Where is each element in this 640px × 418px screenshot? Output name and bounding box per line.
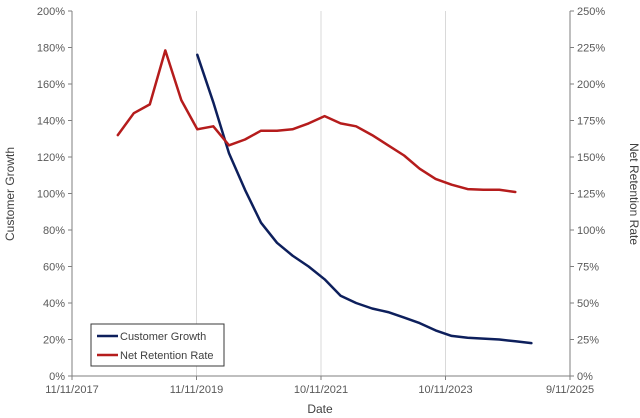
y-tick-label: 140%	[37, 116, 65, 128]
y2-tick-label: 50%	[577, 298, 599, 310]
series-line-customer-growth	[196, 53, 533, 345]
y-axis-title: Customer Growth	[3, 147, 17, 241]
y2-axis-title: Net Retention Rate	[627, 143, 640, 245]
y-tick-label: 40%	[43, 298, 65, 310]
legend-box	[90, 323, 225, 367]
y2-tick-label: 225%	[577, 43, 605, 55]
y2-tick-label: 125%	[577, 189, 605, 201]
y2-tick-label: 250%	[577, 6, 605, 18]
right-axis-ticks: 0% 25% 50% 75% 100% 125% 150% 175% 200% 225% 250%	[570, 6, 605, 383]
y-tick-label: 20%	[43, 335, 65, 347]
y-tick-label: 100%	[37, 189, 65, 201]
y2-tick-label: 0%	[577, 371, 593, 383]
legend: Customer Growth Net Retention Rate	[90, 323, 225, 367]
legend-label-net-retention-rate: Net Retention Rate	[120, 350, 214, 362]
series-line-net-retention-rate	[116, 49, 517, 194]
y-tick-label: 0%	[49, 371, 65, 383]
x-tick-label: 11/11/2019	[170, 384, 223, 396]
y-tick-label: 60%	[43, 262, 65, 274]
y2-tick-label: 75%	[577, 262, 599, 274]
x-axis-title: Date	[307, 402, 333, 416]
y-tick-label: 200%	[37, 6, 65, 18]
x-tick-label: 9/11/2025	[546, 384, 594, 396]
plot-series	[116, 49, 533, 345]
y2-tick-label: 100%	[577, 225, 605, 237]
left-axis-ticks: 0% 20% 40% 60% 80% 100% 120% 140% 160% 180% 200%	[37, 6, 72, 383]
gridlines	[196, 11, 446, 376]
x-tick-label: 10/11/2023	[418, 384, 472, 396]
y-tick-label: 160%	[37, 79, 65, 91]
x-tick-label: 11/11/2017	[45, 384, 98, 396]
y2-tick-label: 25%	[577, 335, 599, 347]
y-tick-label: 120%	[37, 152, 65, 164]
y2-tick-label: 150%	[577, 152, 605, 164]
y2-tick-label: 200%	[577, 79, 605, 91]
y2-tick-label: 175%	[577, 116, 605, 128]
y-tick-label: 80%	[43, 225, 65, 237]
y-tick-label: 180%	[37, 43, 65, 55]
x-tick-label: 10/11/2021	[294, 384, 348, 396]
x-axis-ticks: 11/11/2017 11/11/2019 10/11/2021 10/11/2023…	[45, 376, 594, 396]
legend-label-customer-growth: Customer Growth	[120, 331, 206, 343]
